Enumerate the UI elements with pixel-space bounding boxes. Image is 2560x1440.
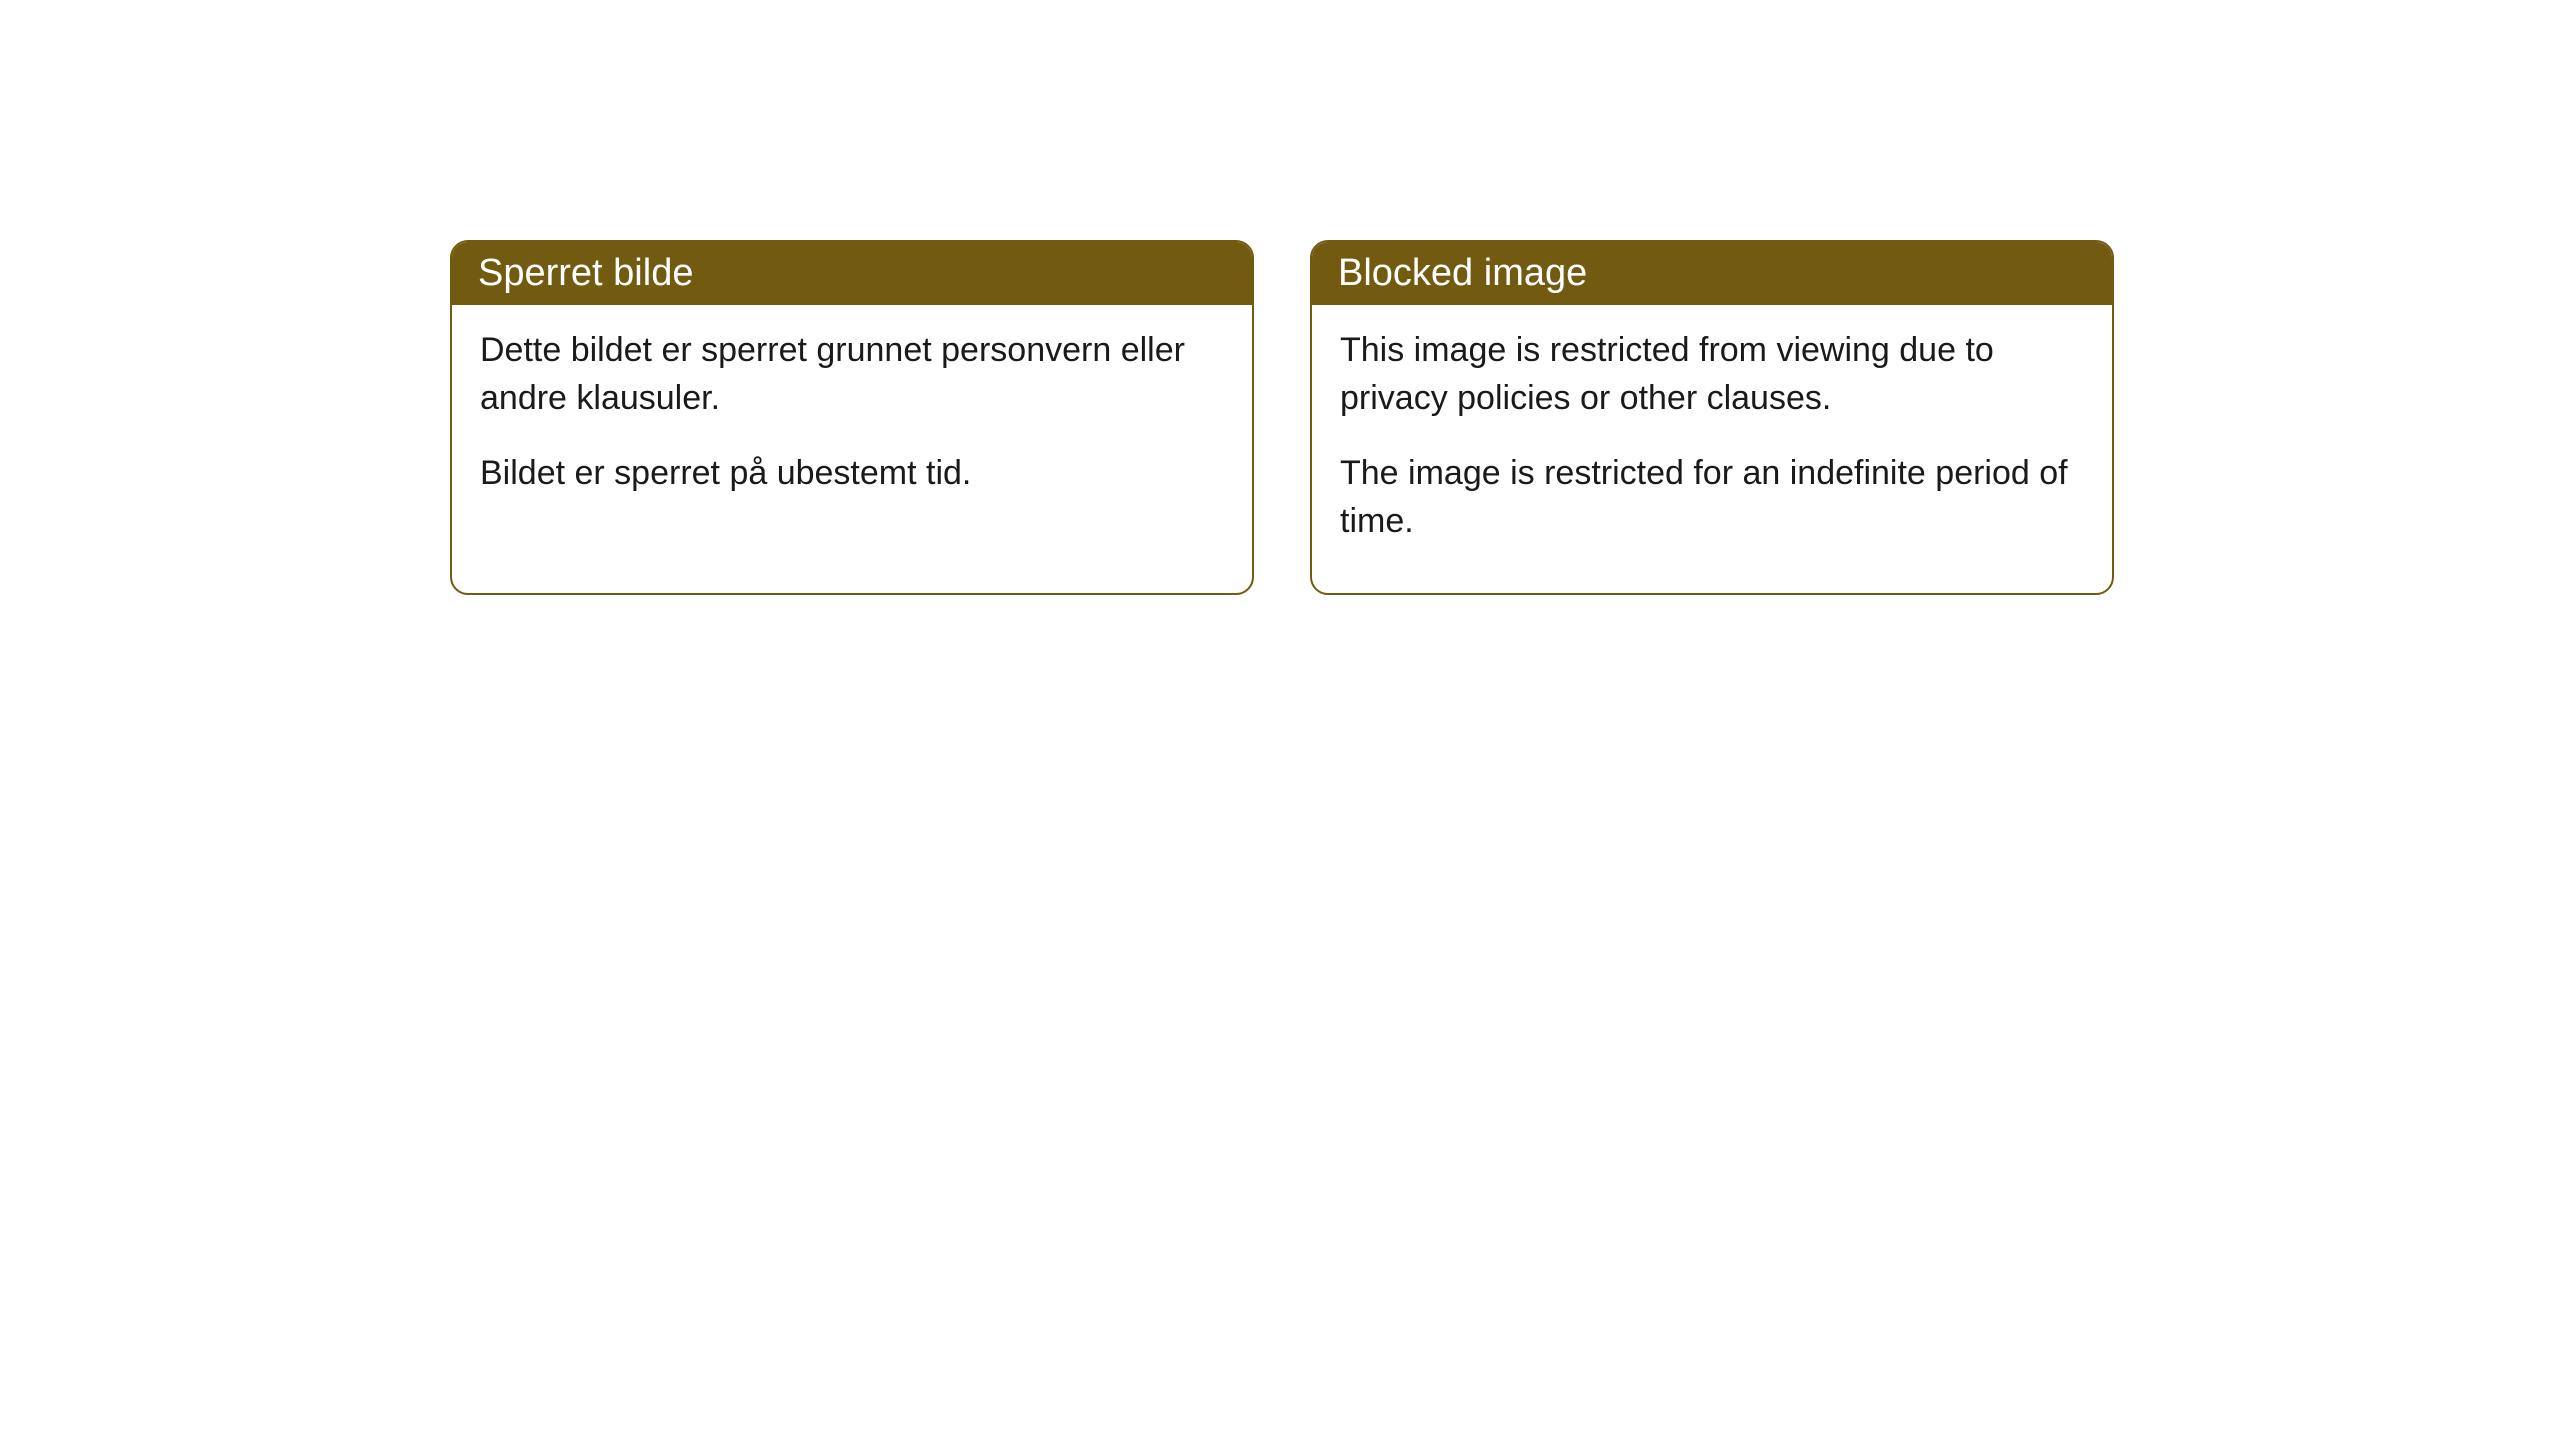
- card-title: Blocked image: [1338, 252, 1587, 294]
- notice-card-english: Blocked image This image is restricted f…: [1310, 240, 2114, 595]
- card-title: Sperret bilde: [478, 252, 693, 294]
- card-paragraph-2: The image is restricted for an indefinit…: [1340, 450, 2084, 545]
- card-header: Sperret bilde: [452, 242, 1252, 305]
- card-paragraph-1: Dette bildet er sperret grunnet personve…: [480, 327, 1224, 422]
- card-paragraph-2: Bildet er sperret på ubestemt tid.: [480, 450, 1224, 498]
- card-paragraph-1: This image is restricted from viewing du…: [1340, 327, 2084, 422]
- notice-cards-container: Sperret bilde Dette bildet er sperret gr…: [450, 240, 2560, 595]
- card-header: Blocked image: [1312, 242, 2112, 305]
- card-body: This image is restricted from viewing du…: [1312, 305, 2112, 593]
- card-body: Dette bildet er sperret grunnet personve…: [452, 305, 1252, 546]
- notice-card-norwegian: Sperret bilde Dette bildet er sperret gr…: [450, 240, 1254, 595]
